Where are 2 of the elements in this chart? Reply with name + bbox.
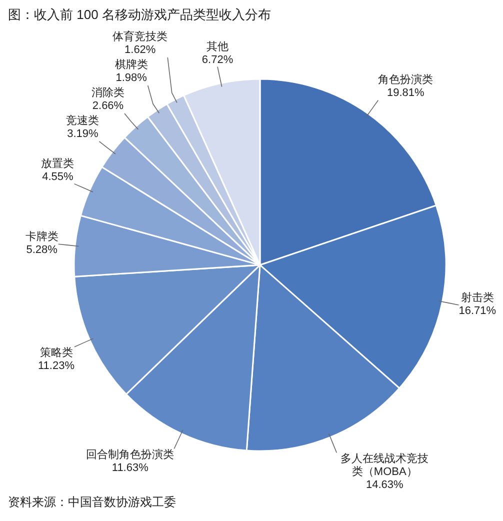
text: 资料来源：中国音数协游戏工委 [8, 494, 176, 511]
chart-title: 图：收入前 100 名移动游戏产品类型收入分布 [8, 6, 271, 24]
